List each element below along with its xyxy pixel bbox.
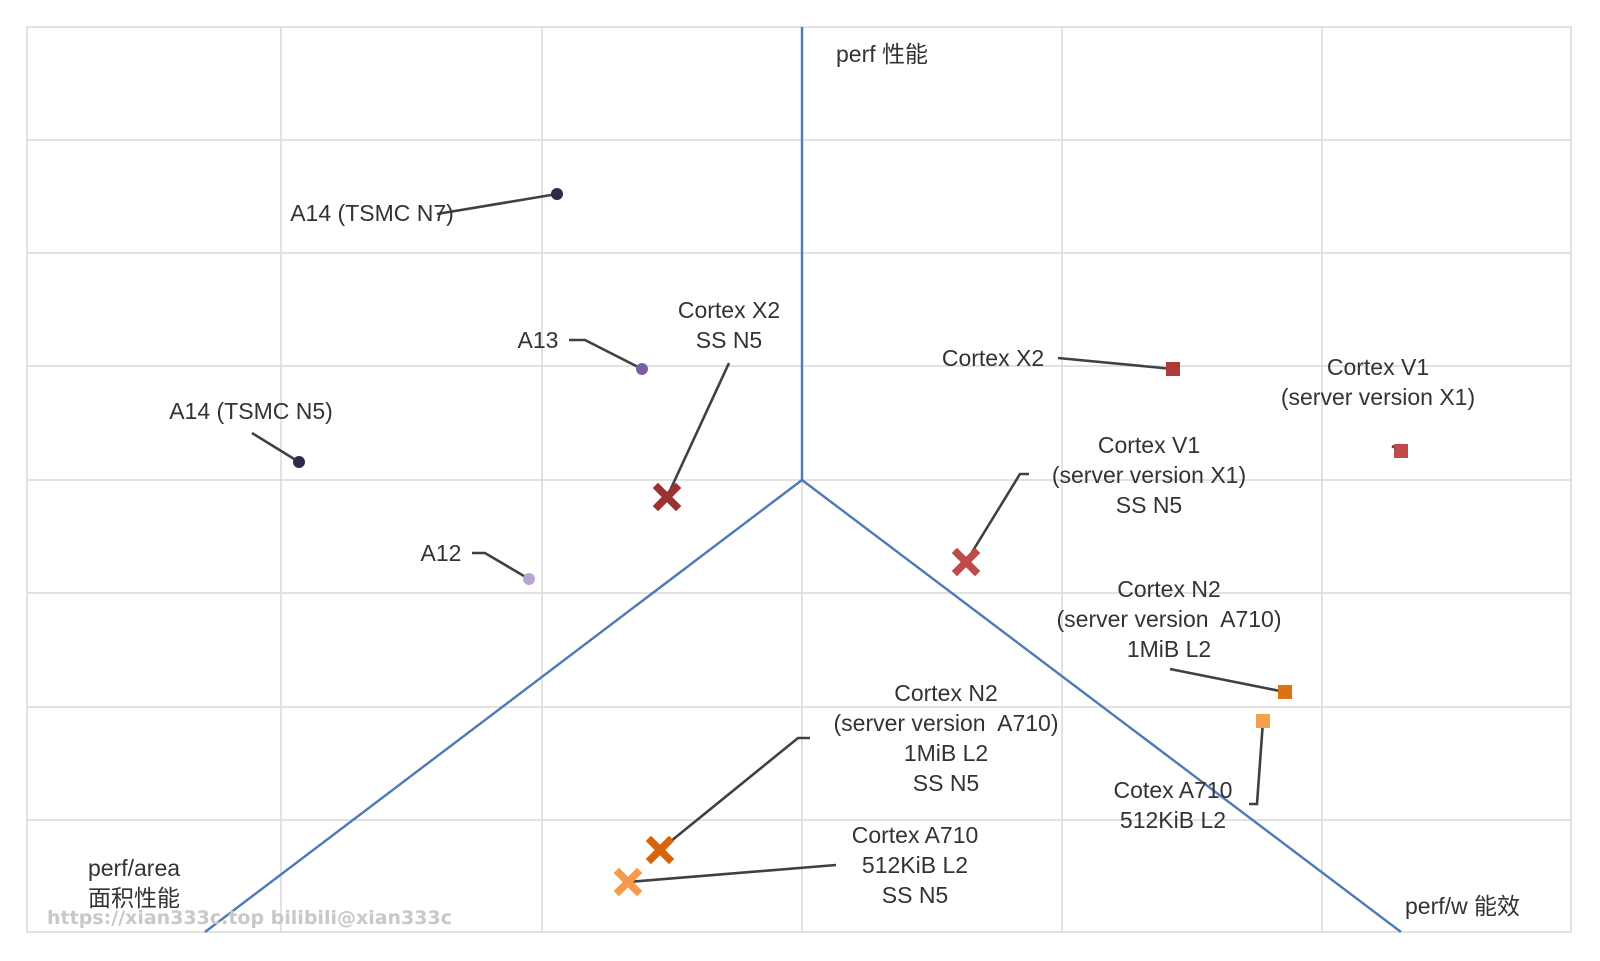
cortex-a710-ss-leader bbox=[627, 863, 837, 884]
cortex-x2-ss-label: Cortex X2 SS N5 bbox=[678, 297, 780, 353]
cortex-x2-ss-marker bbox=[652, 482, 682, 512]
a13-marker bbox=[636, 363, 648, 375]
cortex-x2-leader bbox=[1057, 356, 1174, 371]
cotex-a710-label: Cotex A710 512KiB L2 bbox=[1114, 777, 1233, 833]
a14-n5-marker bbox=[293, 456, 305, 468]
a13-label: A13 bbox=[518, 327, 559, 353]
watermark: https://xian333c.top bilibili@xian333c bbox=[47, 907, 452, 929]
a14-n7-leader bbox=[436, 192, 558, 216]
a13-leader bbox=[569, 338, 643, 371]
data-markers bbox=[293, 188, 1408, 897]
cortex-n2-ss-marker bbox=[645, 835, 675, 865]
cortex-a710-ss-marker bbox=[613, 867, 643, 897]
cortex-n2-leader bbox=[1169, 667, 1286, 694]
chart-axes: perf 性能 perf/area 面积性能 perf/w 能效 bbox=[88, 27, 1520, 933]
perf_w_axis-line bbox=[801, 479, 1402, 933]
a14-n7-marker bbox=[551, 188, 563, 200]
a12-label: A12 bbox=[421, 540, 462, 566]
perf_area_axis-label: perf/area 面积性能 bbox=[88, 855, 180, 911]
cortex-v1-ss-leader bbox=[964, 472, 1029, 563]
cortex-n2-marker bbox=[1278, 685, 1292, 699]
cortex-x2-label: Cortex X2 bbox=[942, 345, 1044, 371]
cortex-v1-ss-label: Cortex V1 (server version X1) SS N5 bbox=[1052, 432, 1246, 518]
cortex-n2-ss-leader bbox=[659, 736, 810, 852]
perf_area_axis-line bbox=[204, 479, 803, 933]
cortex-a710-ss-label: Cortex A710 512KiB L2 SS N5 bbox=[852, 822, 979, 908]
cortex-v1-marker bbox=[1394, 444, 1408, 458]
cotex-a710-leader bbox=[1249, 720, 1265, 806]
a14-n5-leader bbox=[251, 431, 300, 464]
cotex-a710-marker bbox=[1256, 714, 1270, 728]
perf_w_axis-label: perf/w 能效 bbox=[1405, 893, 1520, 919]
cortex-n2-ss-label: Cortex N2 (server version A710) 1MiB L2 SS … bbox=[834, 680, 1059, 796]
perf_axis-label: perf 性能 bbox=[836, 41, 928, 67]
a12-leader bbox=[472, 551, 530, 581]
a12-marker bbox=[523, 573, 535, 585]
a14-n5-label: A14 (TSMC N5) bbox=[169, 398, 333, 424]
cortex-v1-label: Cortex V1 (server version X1) bbox=[1281, 354, 1475, 410]
cortex-x2-marker bbox=[1166, 362, 1180, 376]
data-labels: A14 (TSMC N7) A13 A14 (TSMC N5) A12 Cortex X… bbox=[169, 200, 1475, 908]
chart-grid bbox=[26, 26, 1572, 933]
cortex-v1-ss-marker bbox=[951, 547, 981, 577]
cortex-x2-ss-leader bbox=[665, 362, 731, 498]
a14-n7-label: A14 (TSMC N7) bbox=[290, 200, 454, 226]
cortex-n2-label: Cortex N2 (server version A710) 1MiB L2 bbox=[1057, 576, 1282, 662]
